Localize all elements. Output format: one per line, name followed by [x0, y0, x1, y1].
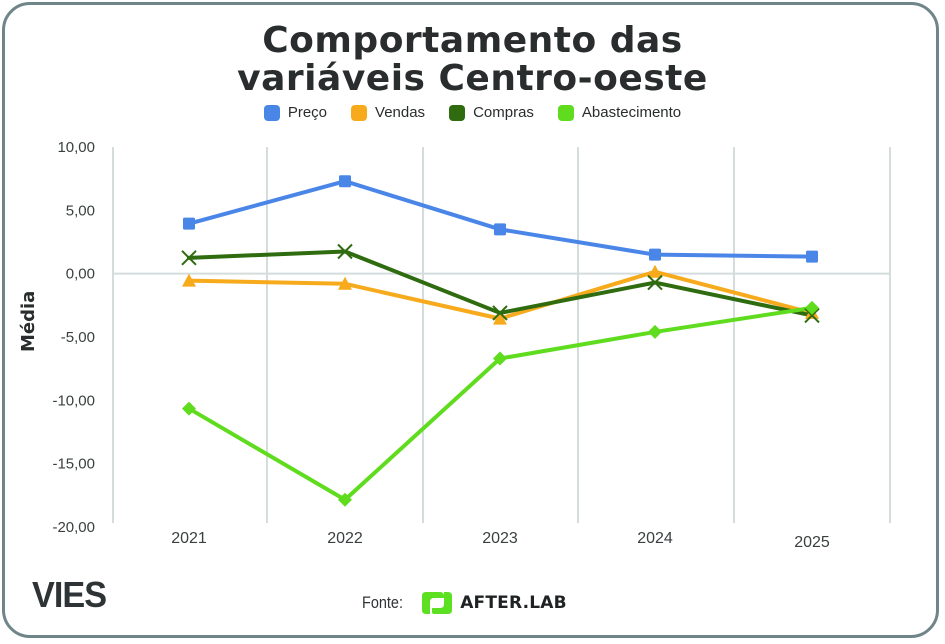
card-frame — [2, 2, 939, 638]
data-point-preço — [183, 217, 195, 230]
legend-swatch-compras — [449, 104, 466, 121]
legend-swatch-preco — [263, 104, 280, 121]
data-point-vendas — [493, 311, 507, 325]
data-point-abastecimento — [493, 351, 507, 366]
source-name: AFTER.LAB — [460, 593, 567, 613]
y-axis-ticks: 10,00 5,00 0,00 -5,00 -10,00 -15,00 -20,00 — [52, 139, 95, 536]
legend-label-compras: Compras — [473, 104, 534, 121]
legend-item-compras[interactable]: Compras — [449, 104, 534, 121]
y-tick-label: -10,00 — [52, 392, 95, 409]
legend-label-abastecimento: Abastecimento — [581, 104, 682, 121]
x-tick-label: 2023 — [482, 530, 518, 547]
data-point-abastecimento — [182, 401, 196, 416]
afterlab-logo-icon — [422, 592, 453, 614]
afterlab-logo: AFTER.LAB — [420, 590, 567, 616]
data-point-abastecimento — [805, 300, 819, 315]
legend-item-preco[interactable]: Preço — [263, 104, 328, 121]
vies-logo: VIES — [32, 574, 107, 615]
data-point-preço — [806, 250, 818, 263]
source-label: Fonte: — [362, 593, 403, 612]
series-line-abastecimento — [187, 305, 814, 502]
data-point-abastecimento — [648, 324, 662, 339]
chart-title-line-1: Comportamento das — [262, 20, 683, 61]
x-tick-label: 2025 — [794, 534, 830, 551]
legend-label-vendas: Vendas — [375, 104, 426, 121]
legend-item-abastecimento[interactable]: Abastecimento — [557, 104, 682, 121]
data-point-compras — [181, 250, 197, 266]
x-tick-label: 2021 — [171, 530, 207, 547]
legend-item-vendas[interactable]: Vendas — [351, 104, 425, 121]
legend-swatch-abastecimento — [557, 104, 574, 121]
chart-title: Comportamento das variáveis Centro-oeste — [0, 22, 945, 98]
data-point-vendas — [338, 276, 352, 290]
data-point-compras — [804, 307, 820, 324]
y-tick-label: -5,00 — [61, 329, 95, 346]
x-tick-label: 2022 — [327, 530, 363, 547]
source-credit: Fonte: AFTER.LAB — [362, 590, 567, 616]
data-point-preço — [339, 175, 351, 188]
data-point-compras — [492, 305, 508, 321]
data-point-compras — [337, 243, 353, 260]
y-tick-label: 0,00 — [66, 266, 95, 283]
y-tick-label: -15,00 — [52, 456, 95, 473]
grid-lines — [112, 147, 891, 523]
y-tick-label: 10,00 — [57, 139, 95, 156]
x-tick-label: 2024 — [637, 530, 673, 547]
legend-swatch-vendas — [351, 104, 368, 121]
series-markers — [181, 175, 820, 507]
y-tick-label: 5,00 — [66, 202, 95, 219]
chart-legend: Preço Vendas Compras Abastecimento — [0, 104, 945, 121]
x-axis-ticks: 2021 2022 2023 2024 2025 — [171, 530, 830, 551]
y-tick-label: -20,00 — [52, 519, 95, 536]
data-point-vendas — [182, 273, 196, 287]
legend-label-preco: Preço — [287, 104, 328, 121]
chart-title-line-2: variáveis Centro-oeste — [237, 58, 708, 99]
data-point-vendas — [648, 264, 662, 278]
data-point-preço — [649, 248, 661, 261]
data-point-compras — [647, 274, 663, 291]
series-line-preço — [187, 179, 814, 259]
data-point-preço — [494, 223, 506, 236]
data-point-abastecimento — [338, 492, 352, 507]
